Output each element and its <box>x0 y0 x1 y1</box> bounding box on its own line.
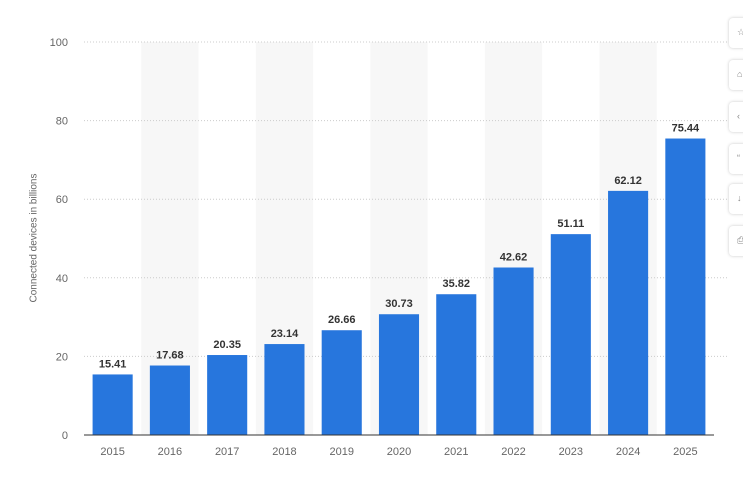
bar <box>378 314 420 435</box>
print-button[interactable]: ⎙ <box>729 226 743 256</box>
data-label: 23.14 <box>271 328 299 340</box>
bar <box>321 330 362 435</box>
y-tick-label: 100 <box>50 37 68 49</box>
print-icon: ⎙ <box>737 235 743 245</box>
quote-icon: “ <box>737 153 740 163</box>
x-tick-label: 2018 <box>272 446 296 458</box>
bar <box>550 234 591 435</box>
favorite-button[interactable]: ☆ <box>729 18 743 48</box>
data-label: 20.35 <box>213 339 241 351</box>
data-label: 15.41 <box>99 358 127 370</box>
data-label: 26.66 <box>328 314 356 326</box>
x-tick-label: 2024 <box>616 446 640 458</box>
y-tick-label: 40 <box>56 273 68 285</box>
star-icon: ☆ <box>737 27 743 37</box>
bell-icon: ⌂ <box>737 69 743 79</box>
y-tick-label: 60 <box>56 194 68 206</box>
bar <box>207 355 248 435</box>
x-tick-label: 2020 <box>387 446 411 458</box>
x-tick-label: 2016 <box>158 446 182 458</box>
y-tick-label: 80 <box>56 116 68 128</box>
data-label: 17.68 <box>156 350 184 362</box>
y-axis-title: Connected devices in billions <box>28 173 40 303</box>
chart-toolbar: ☆ ⌂ ‹ “ ↓ ⎙ <box>729 0 743 479</box>
bar <box>149 365 190 435</box>
download-icon: ↓ <box>737 193 742 203</box>
bar <box>493 267 534 435</box>
data-label: 51.11 <box>557 218 584 230</box>
x-tick-label: 2023 <box>559 446 583 458</box>
bar <box>92 374 133 435</box>
y-tick-label: 20 <box>56 351 68 363</box>
data-label: 62.12 <box>614 175 642 187</box>
y-tick-label: 0 <box>62 430 68 442</box>
data-label: 75.44 <box>672 123 700 135</box>
share-icon: ‹ <box>737 111 740 121</box>
x-tick-label: 2025 <box>673 446 697 458</box>
download-button[interactable]: ↓ <box>729 184 743 214</box>
cite-button[interactable]: “ <box>729 144 743 174</box>
x-tick-label: 2015 <box>100 446 124 458</box>
data-label: 42.62 <box>500 252 528 264</box>
bar <box>665 138 706 435</box>
x-tick-label: 2017 <box>215 446 239 458</box>
bar <box>608 190 649 435</box>
x-tick-label: 2022 <box>501 446 525 458</box>
x-tick-label: 2019 <box>329 446 353 458</box>
notification-button[interactable]: ⌂ <box>729 60 743 90</box>
data-label: 30.73 <box>385 298 413 310</box>
x-tick-label: 2021 <box>444 446 468 458</box>
share-button[interactable]: ‹ <box>729 102 743 132</box>
bar <box>264 344 305 435</box>
data-label: 35.82 <box>443 278 471 290</box>
bar <box>436 294 477 435</box>
